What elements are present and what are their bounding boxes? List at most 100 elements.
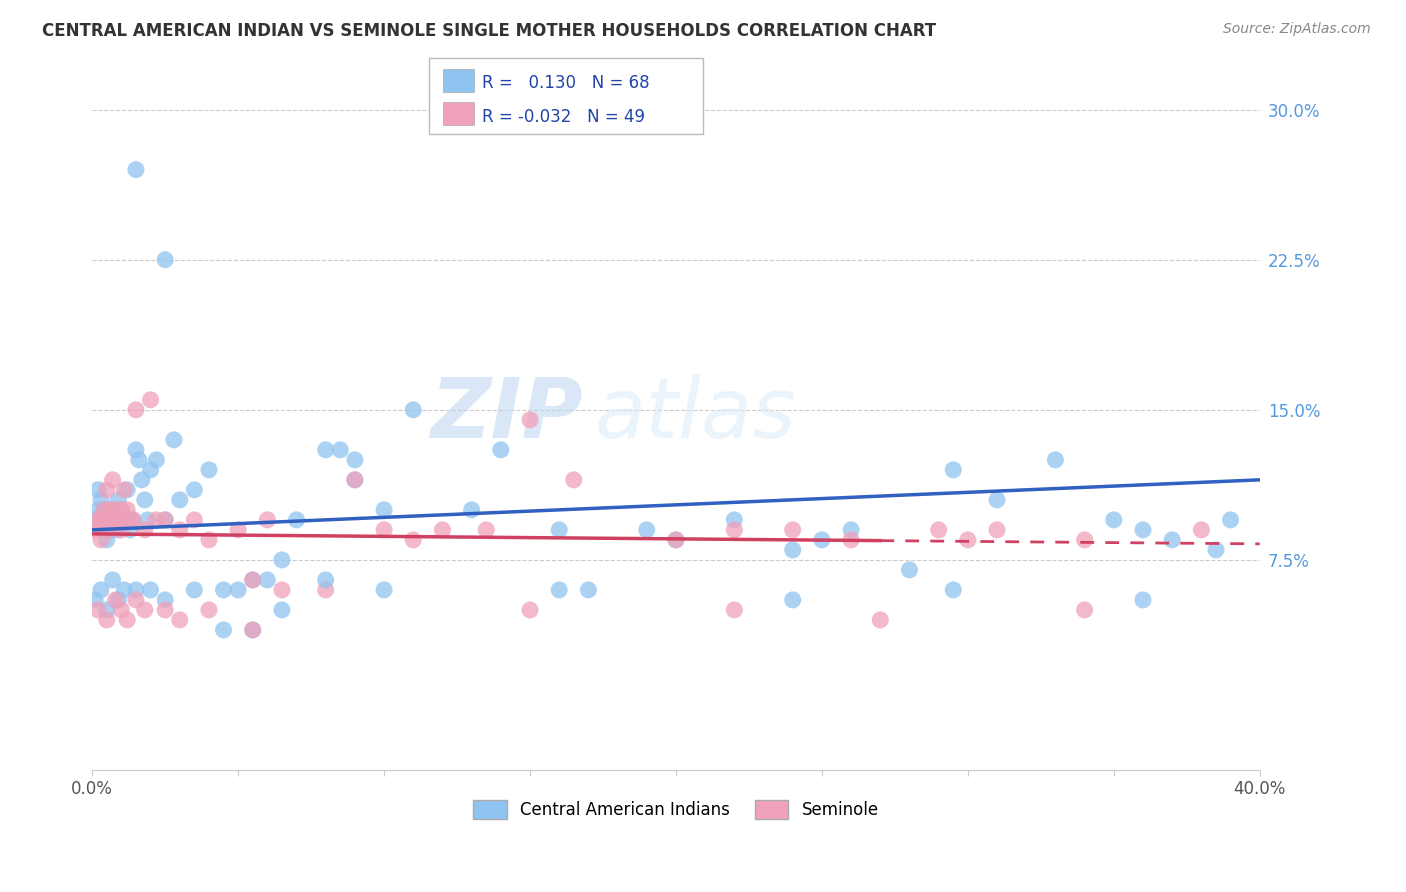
- Point: [120, 523, 142, 537]
- Point: [120, 513, 142, 527]
- Point: [1132, 523, 1154, 537]
- Point: [315, 582, 337, 597]
- Point: [96, 513, 118, 527]
- Point: [90, 582, 112, 597]
- Point: [84, 523, 107, 537]
- Point: [145, 452, 167, 467]
- Point: [198, 463, 221, 477]
- Point: [136, 513, 159, 527]
- Point: [271, 582, 294, 597]
- Point: [112, 582, 135, 597]
- Point: [373, 523, 395, 537]
- Point: [134, 523, 156, 537]
- Point: [101, 513, 124, 527]
- Point: [343, 473, 366, 487]
- Point: [343, 452, 366, 467]
- Point: [782, 523, 804, 537]
- Point: [636, 523, 658, 537]
- Point: [811, 533, 834, 547]
- Point: [169, 613, 191, 627]
- Point: [402, 402, 425, 417]
- Text: ZIP: ZIP: [430, 375, 582, 455]
- Point: [96, 613, 118, 627]
- Point: [1132, 593, 1154, 607]
- Point: [110, 603, 132, 617]
- Point: [782, 542, 804, 557]
- Legend: Central American Indians, Seminole: Central American Indians, Seminole: [467, 793, 886, 826]
- Point: [139, 582, 162, 597]
- Point: [986, 492, 1008, 507]
- Point: [723, 513, 745, 527]
- Point: [1073, 603, 1095, 617]
- Point: [782, 593, 804, 607]
- Point: [839, 523, 862, 537]
- Point: [198, 533, 221, 547]
- Point: [271, 553, 294, 567]
- Point: [1219, 513, 1241, 527]
- Point: [153, 513, 176, 527]
- Point: [329, 442, 352, 457]
- Point: [90, 533, 112, 547]
- Point: [315, 573, 337, 587]
- Point: [107, 593, 129, 607]
- Point: [104, 593, 127, 607]
- Point: [101, 513, 124, 527]
- Point: [475, 523, 498, 537]
- Point: [460, 503, 482, 517]
- Point: [256, 573, 278, 587]
- Point: [153, 593, 176, 607]
- Point: [519, 413, 541, 427]
- Point: [93, 503, 115, 517]
- Point: [256, 513, 278, 527]
- Point: [1102, 513, 1125, 527]
- Point: [107, 513, 129, 527]
- Point: [1189, 523, 1212, 537]
- Point: [562, 473, 585, 487]
- Point: [665, 533, 688, 547]
- Point: [110, 523, 132, 537]
- Point: [134, 492, 156, 507]
- Point: [125, 593, 148, 607]
- Point: [432, 523, 454, 537]
- Point: [212, 623, 235, 637]
- Point: [242, 623, 264, 637]
- Point: [125, 442, 148, 457]
- Point: [87, 503, 110, 517]
- Point: [898, 563, 921, 577]
- Point: [145, 513, 167, 527]
- Point: [373, 582, 395, 597]
- Text: Source: ZipAtlas.com: Source: ZipAtlas.com: [1223, 22, 1371, 37]
- Point: [212, 582, 235, 597]
- Point: [96, 513, 118, 527]
- Point: [271, 603, 294, 617]
- Point: [665, 533, 688, 547]
- Text: R = -0.032   N = 49: R = -0.032 N = 49: [482, 108, 645, 126]
- Point: [84, 513, 107, 527]
- Point: [373, 503, 395, 517]
- Point: [96, 533, 118, 547]
- Point: [112, 513, 135, 527]
- Point: [87, 483, 110, 497]
- Point: [112, 483, 135, 497]
- Point: [110, 513, 132, 527]
- Point: [98, 503, 121, 517]
- Point: [956, 533, 979, 547]
- Point: [153, 603, 176, 617]
- Point: [1045, 452, 1067, 467]
- Point: [489, 442, 512, 457]
- Point: [839, 533, 862, 547]
- Point: [723, 523, 745, 537]
- Point: [183, 513, 205, 527]
- Text: R =   0.130   N = 68: R = 0.130 N = 68: [482, 74, 650, 92]
- Point: [163, 433, 186, 447]
- Point: [548, 523, 571, 537]
- Text: atlas: atlas: [595, 375, 796, 455]
- Point: [110, 503, 132, 517]
- Point: [548, 582, 571, 597]
- Point: [104, 513, 127, 527]
- Point: [183, 483, 205, 497]
- Point: [242, 623, 264, 637]
- Point: [96, 603, 118, 617]
- Point: [98, 503, 121, 517]
- Point: [169, 523, 191, 537]
